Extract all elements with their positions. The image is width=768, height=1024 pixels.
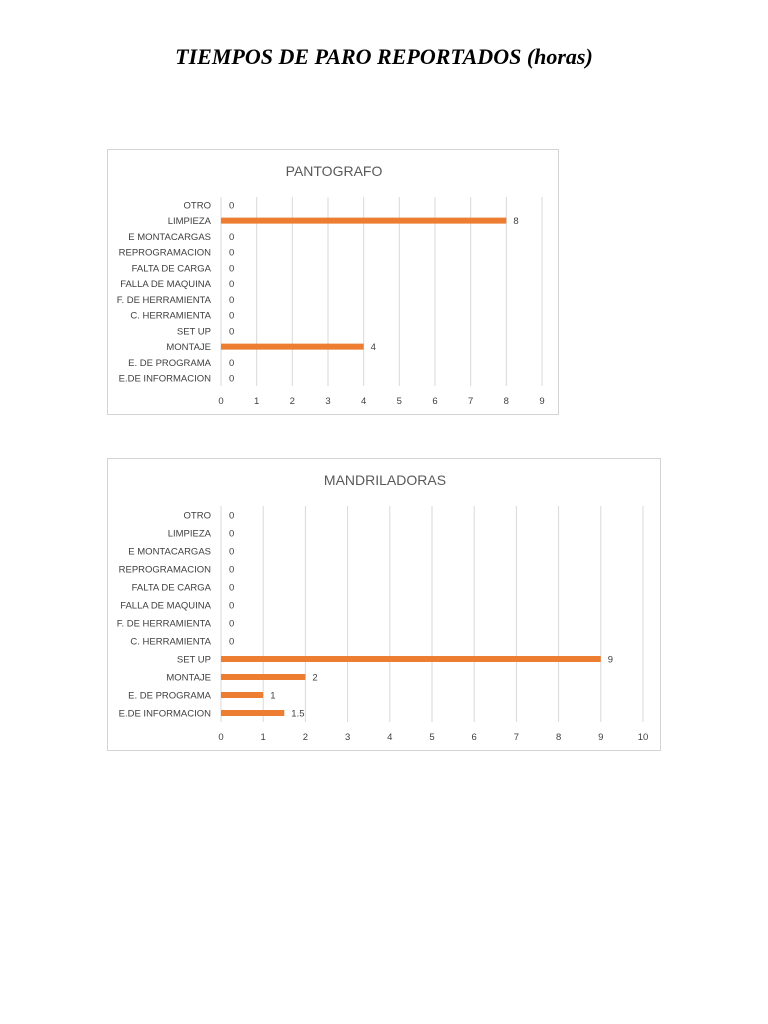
pantografo-category-label: SET UP (177, 326, 211, 337)
mandriladoras-x-tick-label: 5 (429, 732, 434, 743)
pantografo-x-tick-label: 9 (539, 396, 544, 407)
pantografo-data-label: 0 (229, 248, 234, 259)
page-title: TIEMPOS DE PARO REPORTADOS (horas) (175, 44, 593, 69)
mandriladoras-chart-title: MANDRILADORAS (324, 472, 446, 488)
pantografo-category-label: F. DE HERRAMIENTA (117, 295, 212, 306)
mandriladoras-x-tick-label: 10 (638, 732, 649, 743)
pantografo-category-label: C. HERRAMIENTA (130, 311, 211, 322)
mandriladoras-x-tick-label: 2 (303, 732, 308, 743)
mandriladoras-category-label: OTRO (184, 511, 211, 522)
pantografo-data-label: 4 (371, 342, 376, 353)
mandriladoras-bar (221, 692, 264, 698)
pantografo-category-label: E. DE PROGRAMA (128, 358, 212, 369)
chart-pantografo: PANTOGRAFO 0 1 2 3 4 5 6 7 8 9 OTRO 0 LIMPIEZA 8 E MONT… (107, 149, 559, 415)
mandriladoras-data-label: 9 (608, 655, 613, 666)
mandriladoras-x-tick-label: 6 (472, 732, 477, 743)
mandriladoras-data-label: 0 (229, 619, 234, 630)
pantografo-category-label: FALLA DE MAQUINA (120, 279, 211, 290)
pantografo-bar (221, 217, 507, 224)
chart-mandriladoras: MANDRILADORAS 0 1 2 3 4 5 6 7 8 9 10 OTRO 0 LIMPIEZA 0 E… (107, 458, 661, 751)
pantografo-x-tick-label: 5 (397, 396, 402, 407)
pantografo-data-label: 0 (229, 232, 234, 243)
pantografo-data-label: 0 (229, 326, 234, 337)
pantografo-x-tick-label: 6 (432, 396, 437, 407)
pantografo-category-label: FALTA DE CARGA (132, 263, 212, 274)
mandriladoras-x-tick-label: 9 (598, 732, 603, 743)
pantografo-category-label: OTRO (184, 200, 211, 211)
pantografo-data-label: 0 (229, 263, 234, 274)
pantografo-chart-title: PANTOGRAFO (286, 163, 383, 179)
mandriladoras-category-label: FALTA DE CARGA (132, 583, 212, 594)
mandriladoras-category-label: FALLA DE MAQUINA (120, 601, 211, 612)
mandriladoras-category-label: REPROGRAMACION (119, 565, 212, 576)
pantografo-data-label: 0 (229, 295, 234, 306)
pantografo-data-label: 0 (229, 279, 234, 290)
pantografo-data-label: 0 (229, 358, 234, 369)
pantografo-x-tick-label: 7 (468, 396, 473, 407)
pantografo-data-label: 0 (229, 374, 234, 385)
mandriladoras-data-label: 0 (229, 565, 234, 576)
pantografo-data-label: 0 (229, 311, 234, 322)
mandriladoras-data-label: 1 (270, 691, 275, 702)
mandriladoras-category-label: E MONTACARGAS (128, 547, 211, 558)
pantografo-bar (221, 343, 364, 350)
pantografo-category-label: E MONTACARGAS (128, 232, 211, 243)
mandriladoras-x-tick-label: 3 (345, 732, 350, 743)
pantografo-category-label: MONTAJE (166, 342, 211, 353)
mandriladoras-data-label: 2 (312, 673, 317, 684)
pantografo-category-label: LIMPIEZA (168, 216, 212, 227)
mandriladoras-category-label: LIMPIEZA (168, 529, 212, 540)
pantografo-x-tick-label: 8 (504, 396, 509, 407)
mandriladoras-category-label: E.DE INFORMACION (119, 709, 212, 720)
pantografo-x-tick-label: 3 (325, 396, 330, 407)
pantografo-data-label: 8 (513, 216, 518, 227)
mandriladoras-bar (221, 710, 285, 716)
mandriladoras-data-label: 0 (229, 547, 234, 558)
mandriladoras-category-label: F. DE HERRAMIENTA (117, 619, 212, 630)
mandriladoras-category-label: E. DE PROGRAMA (128, 691, 212, 702)
mandriladoras-data-label: 0 (229, 601, 234, 612)
chart-pantografo-svg: PANTOGRAFO 0 1 2 3 4 5 6 7 8 9 OTRO 0 LIMPIEZA 8 E MONT… (117, 163, 545, 407)
pantografo-data-label: 0 (229, 200, 234, 211)
mandriladoras-category-label: SET UP (177, 655, 211, 666)
mandriladoras-x-tick-label: 4 (387, 732, 392, 743)
mandriladoras-bar (221, 656, 601, 662)
mandriladoras-x-tick-label: 8 (556, 732, 561, 743)
pantografo-x-tick-label: 4 (361, 396, 366, 407)
mandriladoras-data-label: 0 (229, 637, 234, 648)
mandriladoras-category-label: MONTAJE (166, 673, 211, 684)
pantografo-x-tick-label: 2 (290, 396, 295, 407)
pantografo-category-label: E.DE INFORMACION (119, 374, 212, 385)
mandriladoras-x-tick-label: 7 (514, 732, 519, 743)
mandriladoras-category-label: C. HERRAMIENTA (130, 637, 211, 648)
mandriladoras-data-label: 0 (229, 583, 234, 594)
mandriladoras-x-tick-label: 0 (218, 732, 223, 743)
pantografo-x-tick-label: 1 (254, 396, 259, 407)
pantografo-x-tick-label: 0 (218, 396, 223, 407)
mandriladoras-bar (221, 674, 306, 680)
mandriladoras-data-label: 0 (229, 529, 234, 540)
mandriladoras-data-label: 0 (229, 511, 234, 522)
pantografo-category-label: REPROGRAMACION (119, 248, 212, 259)
mandriladoras-x-tick-label: 1 (261, 732, 266, 743)
mandriladoras-data-label: 1.5 (291, 709, 304, 720)
